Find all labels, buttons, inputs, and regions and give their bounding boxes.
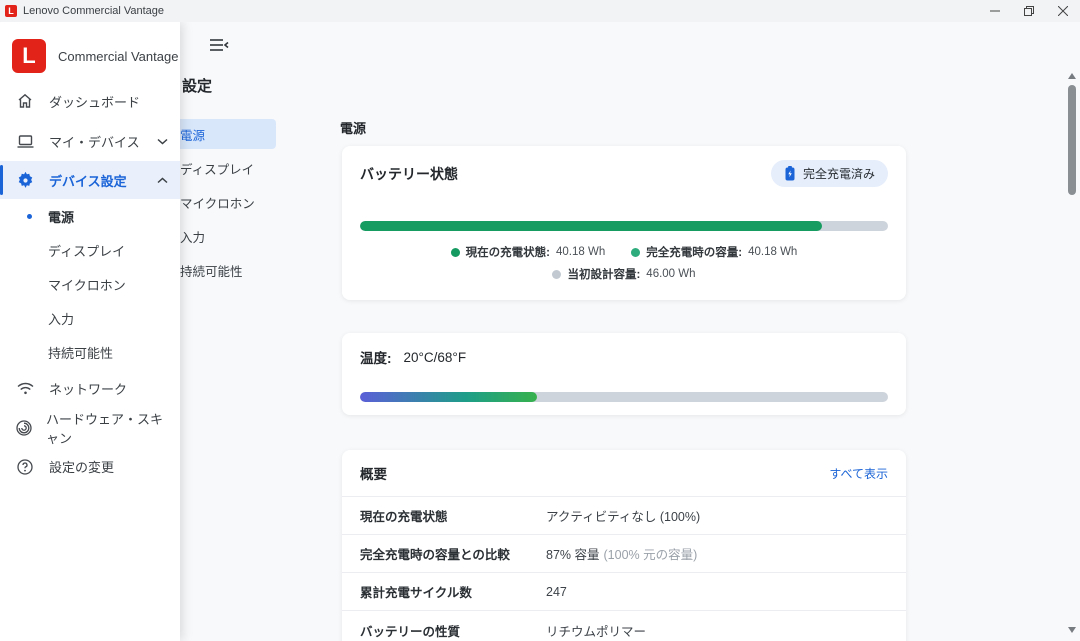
- legend-current-charge: 現在の充電状態: 40.18 Wh: [450, 244, 605, 260]
- sidebar-item-label: デバイス設定: [49, 173, 127, 189]
- show-all-link[interactable]: すべて表示: [829, 466, 888, 481]
- help-circle-icon: [15, 458, 35, 475]
- sidebar-subitem-microphone[interactable]: マイクロホン: [0, 267, 180, 301]
- menu-fold-icon[interactable]: [207, 35, 231, 57]
- sidebar-item-change-settings[interactable]: 設定の変更: [0, 447, 180, 486]
- sidebar-item-hardware-scan[interactable]: ハードウェア・スキャン: [0, 408, 180, 447]
- sidebar-item-dashboard[interactable]: ダッシュボード: [0, 81, 180, 121]
- scrollbar-thumb[interactable]: [1068, 85, 1076, 195]
- sidebar-item-label: 設定の変更: [49, 460, 115, 475]
- charge-status-label: 完全充電済み: [802, 167, 875, 181]
- legend-dot-design-icon: [552, 269, 562, 279]
- battery-status-card: バッテリー状態 完全充電済み 現在の充電状態: 40.18 Wh 完全充電: [342, 146, 906, 300]
- home-icon: [15, 93, 35, 109]
- gear-icon: [15, 171, 35, 189]
- sidebar-subitem-display[interactable]: ディスプレイ: [0, 233, 180, 267]
- charge-status-badge: 完全充電済み: [770, 160, 888, 187]
- legend-full-charge-capacity: 完全充電時の容量: 40.18 Wh: [631, 244, 797, 260]
- settings-nav-item-sustainability[interactable]: 持続可能性: [180, 264, 243, 279]
- legend-design-capacity: 当初設計容量: 46.00 Wh: [552, 266, 696, 282]
- vertical-scrollbar[interactable]: [1064, 22, 1080, 641]
- power-section-title: 電源: [340, 121, 367, 136]
- chevron-up-icon: [157, 176, 168, 184]
- temperature-card: 温度: 20°C/68°F: [342, 333, 906, 415]
- settings-nav-item-power[interactable]: 電源: [170, 119, 276, 149]
- summary-card: 概要 すべて表示 現在の充電状態 アクティビティなし (100%) 完全充電時の…: [342, 450, 906, 641]
- legend-dot-current-icon: [450, 247, 460, 257]
- summary-title: 概要: [360, 467, 387, 482]
- settings-nav-item-input[interactable]: 入力: [180, 230, 206, 245]
- sidebar-item-my-device[interactable]: マイ・デバイス: [0, 121, 180, 161]
- laptop-icon: [15, 134, 35, 149]
- sidebar-item-label: ダッシュボード: [49, 94, 141, 110]
- close-button[interactable]: [1046, 0, 1080, 22]
- sidebar-subitem-label: 持続可能性: [48, 345, 114, 361]
- wifi-icon: [15, 382, 35, 395]
- summary-row-battery-chemistry: バッテリーの性質 リチウムポリマー: [360, 624, 647, 639]
- active-dot-icon: [27, 214, 32, 219]
- scan-icon: [15, 419, 32, 436]
- settings-nav-item-display[interactable]: ディスプレイ: [180, 162, 255, 177]
- chevron-down-icon: [157, 138, 168, 145]
- sidebar-subitem-input[interactable]: 入力: [0, 301, 180, 335]
- main-sidebar: L Commercial Vantage ダッシュボード マイ・デバイス: [0, 22, 180, 641]
- temperature-label: 温度:: [360, 351, 392, 366]
- temperature-value: 20°C/68°F: [403, 349, 467, 365]
- battery-legend-row1: 現在の充電状態: 40.18 Wh 完全充電時の容量: 40.18 Wh: [342, 244, 906, 260]
- sidebar-item-label: ハードウェア・スキャン: [46, 411, 164, 446]
- restore-button[interactable]: [1012, 0, 1046, 22]
- sidebar-subitem-power[interactable]: 電源: [0, 199, 180, 233]
- scroll-up-icon[interactable]: [1064, 70, 1080, 82]
- window-title: Lenovo Commercial Vantage: [23, 5, 165, 17]
- settings-page-title: 設定: [182, 78, 213, 95]
- settings-nav-list: 電源 ディスプレイ マイクロホン 入力 持続可能性: [170, 119, 276, 289]
- legend-dot-full-icon: [631, 247, 641, 257]
- sidebar-subitem-label: 電源: [48, 209, 75, 225]
- sidebar-item-label: ネットワーク: [49, 382, 128, 397]
- battery-progress-track: [360, 221, 888, 231]
- lenovo-logo-icon: L: [12, 39, 46, 73]
- sidebar-nav: ダッシュボード マイ・デバイス: [0, 81, 180, 486]
- sidebar-item-label: マイ・デバイス: [49, 134, 140, 150]
- battery-legend-row2: 当初設計容量: 46.00 Wh: [342, 266, 906, 282]
- summary-row-current-charge: 現在の充電状態 アクティビティなし (100%): [342, 497, 906, 535]
- sidebar-subitem-sustainability[interactable]: 持続可能性: [0, 335, 180, 369]
- app-logo-icon: L: [5, 5, 17, 17]
- sidebar-item-device-settings[interactable]: デバイス設定: [0, 161, 180, 199]
- summary-row-cycle-count: 累計充電サイクル数 247: [342, 573, 906, 611]
- temperature-fill: [360, 392, 537, 402]
- battery-card-title: バッテリー状態: [360, 165, 458, 182]
- sidebar-subitem-label: ディスプレイ: [48, 243, 126, 259]
- sidebar-item-network[interactable]: ネットワーク: [0, 369, 180, 408]
- temperature-track: [360, 392, 888, 402]
- brand-header: L Commercial Vantage: [0, 22, 180, 78]
- settings-nav-item-microphone[interactable]: マイクロホン: [180, 196, 255, 211]
- app-window: 設定 電源 ディスプレイ マイクロホン 入力 持続可能性 電源 バッテリー状態 …: [0, 22, 1080, 641]
- summary-row-capacity-compare: 完全充電時の容量との比較 87% 容量 (100% 元の容量): [342, 535, 906, 573]
- battery-icon: [785, 166, 795, 181]
- sidebar-subitem-label: マイクロホン: [48, 277, 126, 293]
- brand-name: Commercial Vantage: [58, 48, 179, 64]
- battery-progress-fill: [360, 221, 822, 231]
- scroll-down-icon[interactable]: [1064, 624, 1080, 636]
- minimize-button[interactable]: [978, 0, 1012, 22]
- window-titlebar: L Lenovo Commercial Vantage: [0, 0, 1080, 22]
- sidebar-subitem-label: 入力: [48, 311, 75, 327]
